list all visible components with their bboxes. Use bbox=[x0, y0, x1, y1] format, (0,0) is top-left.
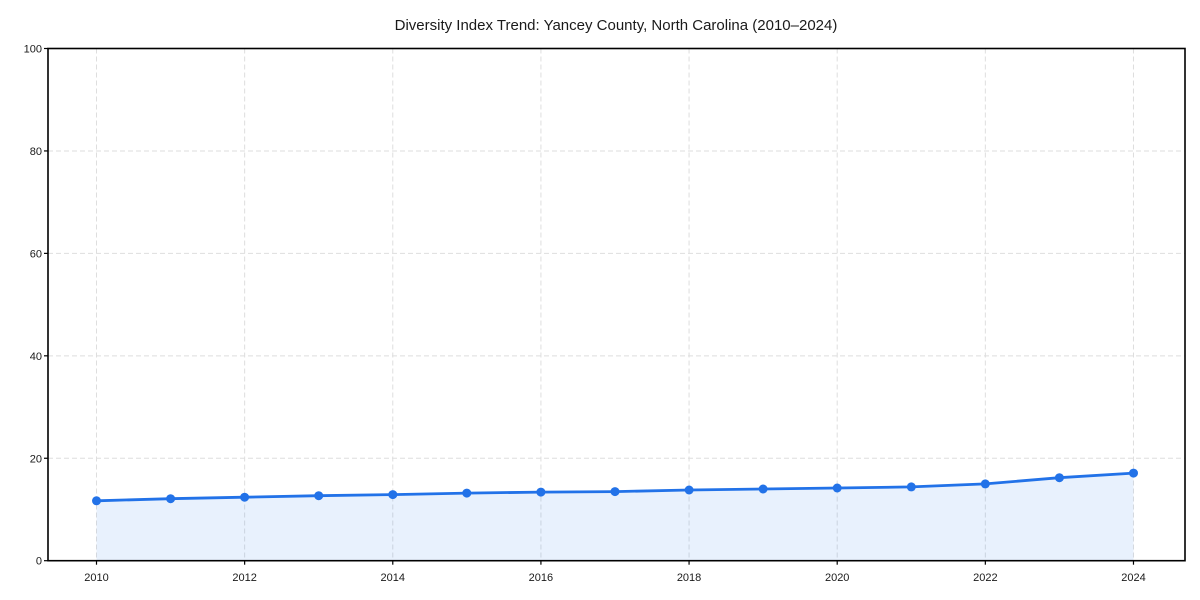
data-point-2010 bbox=[92, 496, 101, 506]
x-tick-label: 2022 bbox=[973, 572, 997, 584]
y-tick-label: 0 bbox=[36, 556, 42, 568]
x-tick-label: 2014 bbox=[381, 572, 405, 584]
area-fill bbox=[96, 473, 1134, 561]
data-point-2014 bbox=[388, 490, 398, 500]
y-tick-label: 80 bbox=[30, 146, 42, 158]
y-tick-label: 20 bbox=[30, 453, 42, 465]
x-tick-label: 2018 bbox=[677, 572, 701, 584]
plot-border bbox=[47, 47, 1186, 562]
x-tick-label: 2012 bbox=[232, 572, 256, 584]
data-point-2015 bbox=[462, 488, 472, 498]
x-tick-label: 2020 bbox=[825, 572, 849, 584]
data-point-2011 bbox=[166, 494, 176, 504]
y-tick-label: 100 bbox=[24, 44, 42, 56]
data-point-2013 bbox=[314, 491, 324, 501]
y-tick-label: 60 bbox=[30, 248, 42, 260]
data-point-2017 bbox=[610, 487, 620, 497]
data-point-2022 bbox=[980, 479, 990, 489]
y-tick-label: 40 bbox=[30, 351, 42, 363]
data-point-2023 bbox=[1054, 473, 1064, 483]
data-point-2021 bbox=[906, 482, 916, 492]
data-point-2012 bbox=[240, 492, 250, 502]
x-tick-label: 2010 bbox=[84, 572, 108, 584]
data-point-2016 bbox=[536, 487, 546, 497]
data-point-2018 bbox=[684, 485, 694, 495]
chart-title: Diversity Index Trend: Yancey County, No… bbox=[395, 17, 838, 34]
x-tick-label: 2016 bbox=[529, 572, 553, 584]
data-point-2019 bbox=[758, 484, 768, 494]
data-point-2024 bbox=[1129, 468, 1138, 478]
data-point-2020 bbox=[832, 483, 842, 493]
x-tick-label: 2024 bbox=[1121, 572, 1145, 584]
